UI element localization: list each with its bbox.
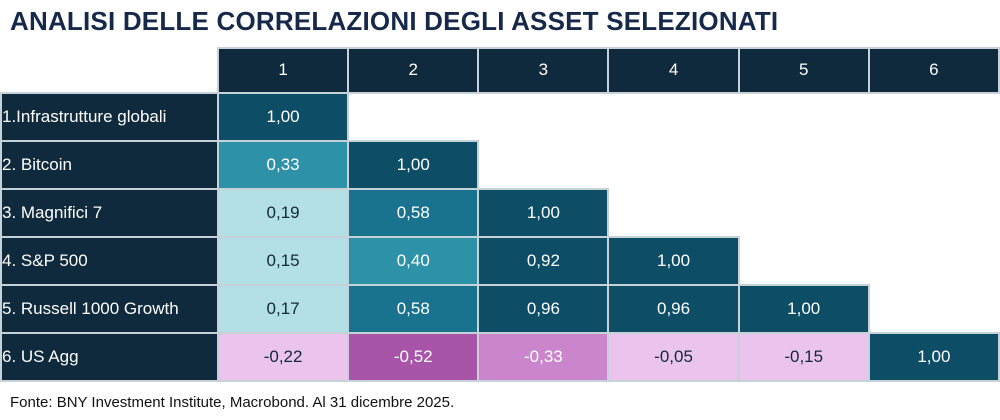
row-label-2: 2. Bitcoin — [0, 139, 219, 190]
empty-cell-r2-c5 — [738, 140, 869, 189]
correlation-cell-r3-c2: 0,58 — [347, 187, 480, 238]
correlation-cell-r6-c2: -0,52 — [347, 331, 480, 382]
empty-cell-r1-c5 — [738, 92, 869, 141]
matrix-body: 1.Infrastrutture globali 1,00 2. Bitcoin 0,… — [0, 91, 1000, 382]
correlation-cell-r4-c4: 1,00 — [607, 235, 740, 286]
row-label-5: 5. Russell 1000 Growth — [0, 283, 219, 334]
empty-cell-r1-c2 — [348, 92, 479, 141]
matrix-row-4: 4. S&P 500 0,15 0,40 0,92 1,00 — [0, 235, 999, 286]
correlation-cell-r6-c1: -0,22 — [216, 331, 350, 382]
empty-cell-r2-c6 — [868, 140, 999, 189]
column-header-6: 6 — [867, 46, 1000, 94]
page-title: ANALISI DELLE CORRELAZIONI DEGLI ASSET S… — [10, 6, 779, 36]
correlation-cell-r5-c4: 0,96 — [607, 283, 740, 334]
correlation-cell-r5-c5: 1,00 — [737, 283, 870, 334]
correlation-cell-r3-c3: 1,00 — [477, 187, 610, 238]
empty-cell-r4-c6 — [868, 236, 999, 285]
column-header-2: 2 — [347, 46, 480, 94]
correlation-cell-r5-c2: 0,58 — [347, 283, 480, 334]
correlation-cell-r6-c6: 1,00 — [867, 331, 1000, 382]
correlation-cell-r4-c2: 0,40 — [347, 235, 480, 286]
correlation-cell-r2-c1: 0,33 — [216, 139, 350, 190]
row-label-3: 3. Magnifici 7 — [0, 187, 219, 238]
row-label-1: 1.Infrastrutture globali — [0, 91, 219, 142]
correlation-cell-r5-c1: 0,17 — [216, 283, 350, 334]
empty-cell-r1-c3 — [478, 92, 609, 141]
column-header-5: 5 — [737, 46, 870, 94]
correlation-cell-r2-c2: 1,00 — [347, 139, 480, 190]
column-header-1: 1 — [216, 46, 350, 94]
correlation-cell-r1-c1: 1,00 — [216, 91, 350, 142]
empty-cell-r1-c6 — [868, 92, 999, 141]
empty-cell-r3-c6 — [868, 188, 999, 237]
correlation-cell-r4-c3: 0,92 — [477, 235, 610, 286]
matrix-row-1: 1.Infrastrutture globali 1,00 — [0, 91, 999, 142]
empty-cell-r4-c5 — [738, 236, 869, 285]
matrix-row-3: 3. Magnifici 7 0,19 0,58 1,00 — [0, 187, 999, 238]
column-header-3: 3 — [477, 46, 610, 94]
empty-cell-r3-c5 — [738, 188, 869, 237]
source-note: Fonte: BNY Investment Institute, Macrobo… — [10, 393, 455, 411]
correlation-cell-r6-c3: -0,33 — [477, 331, 610, 382]
empty-cell-r2-c4 — [608, 140, 739, 189]
matrix-corner-cell — [1, 47, 218, 93]
matrix-row-5: 5. Russell 1000 Growth 0,17 0,58 0,96 0,96 1,… — [0, 283, 999, 334]
empty-cell-r3-c4 — [608, 188, 739, 237]
correlation-cell-r6-c5: -0,15 — [737, 331, 870, 382]
matrix-row-6: 6. US Agg -0,22 -0,52 -0,33 -0,05 -0,15 1,00 — [0, 331, 1000, 382]
row-label-6: 6. US Agg — [0, 331, 219, 382]
empty-cell-r5-c6 — [868, 284, 999, 333]
row-label-4: 4. S&P 500 — [0, 235, 219, 286]
correlation-cell-r6-c4: -0,05 — [607, 331, 740, 382]
empty-cell-r2-c3 — [478, 140, 609, 189]
empty-cell-r1-c4 — [608, 92, 739, 141]
correlation-cell-r5-c3: 0,96 — [477, 283, 610, 334]
correlation-cell-r3-c1: 0,19 — [216, 187, 350, 238]
column-header-4: 4 — [607, 46, 740, 94]
correlation-cell-r4-c1: 0,15 — [216, 235, 350, 286]
matrix-row-2: 2. Bitcoin 0,33 1,00 — [0, 139, 999, 190]
